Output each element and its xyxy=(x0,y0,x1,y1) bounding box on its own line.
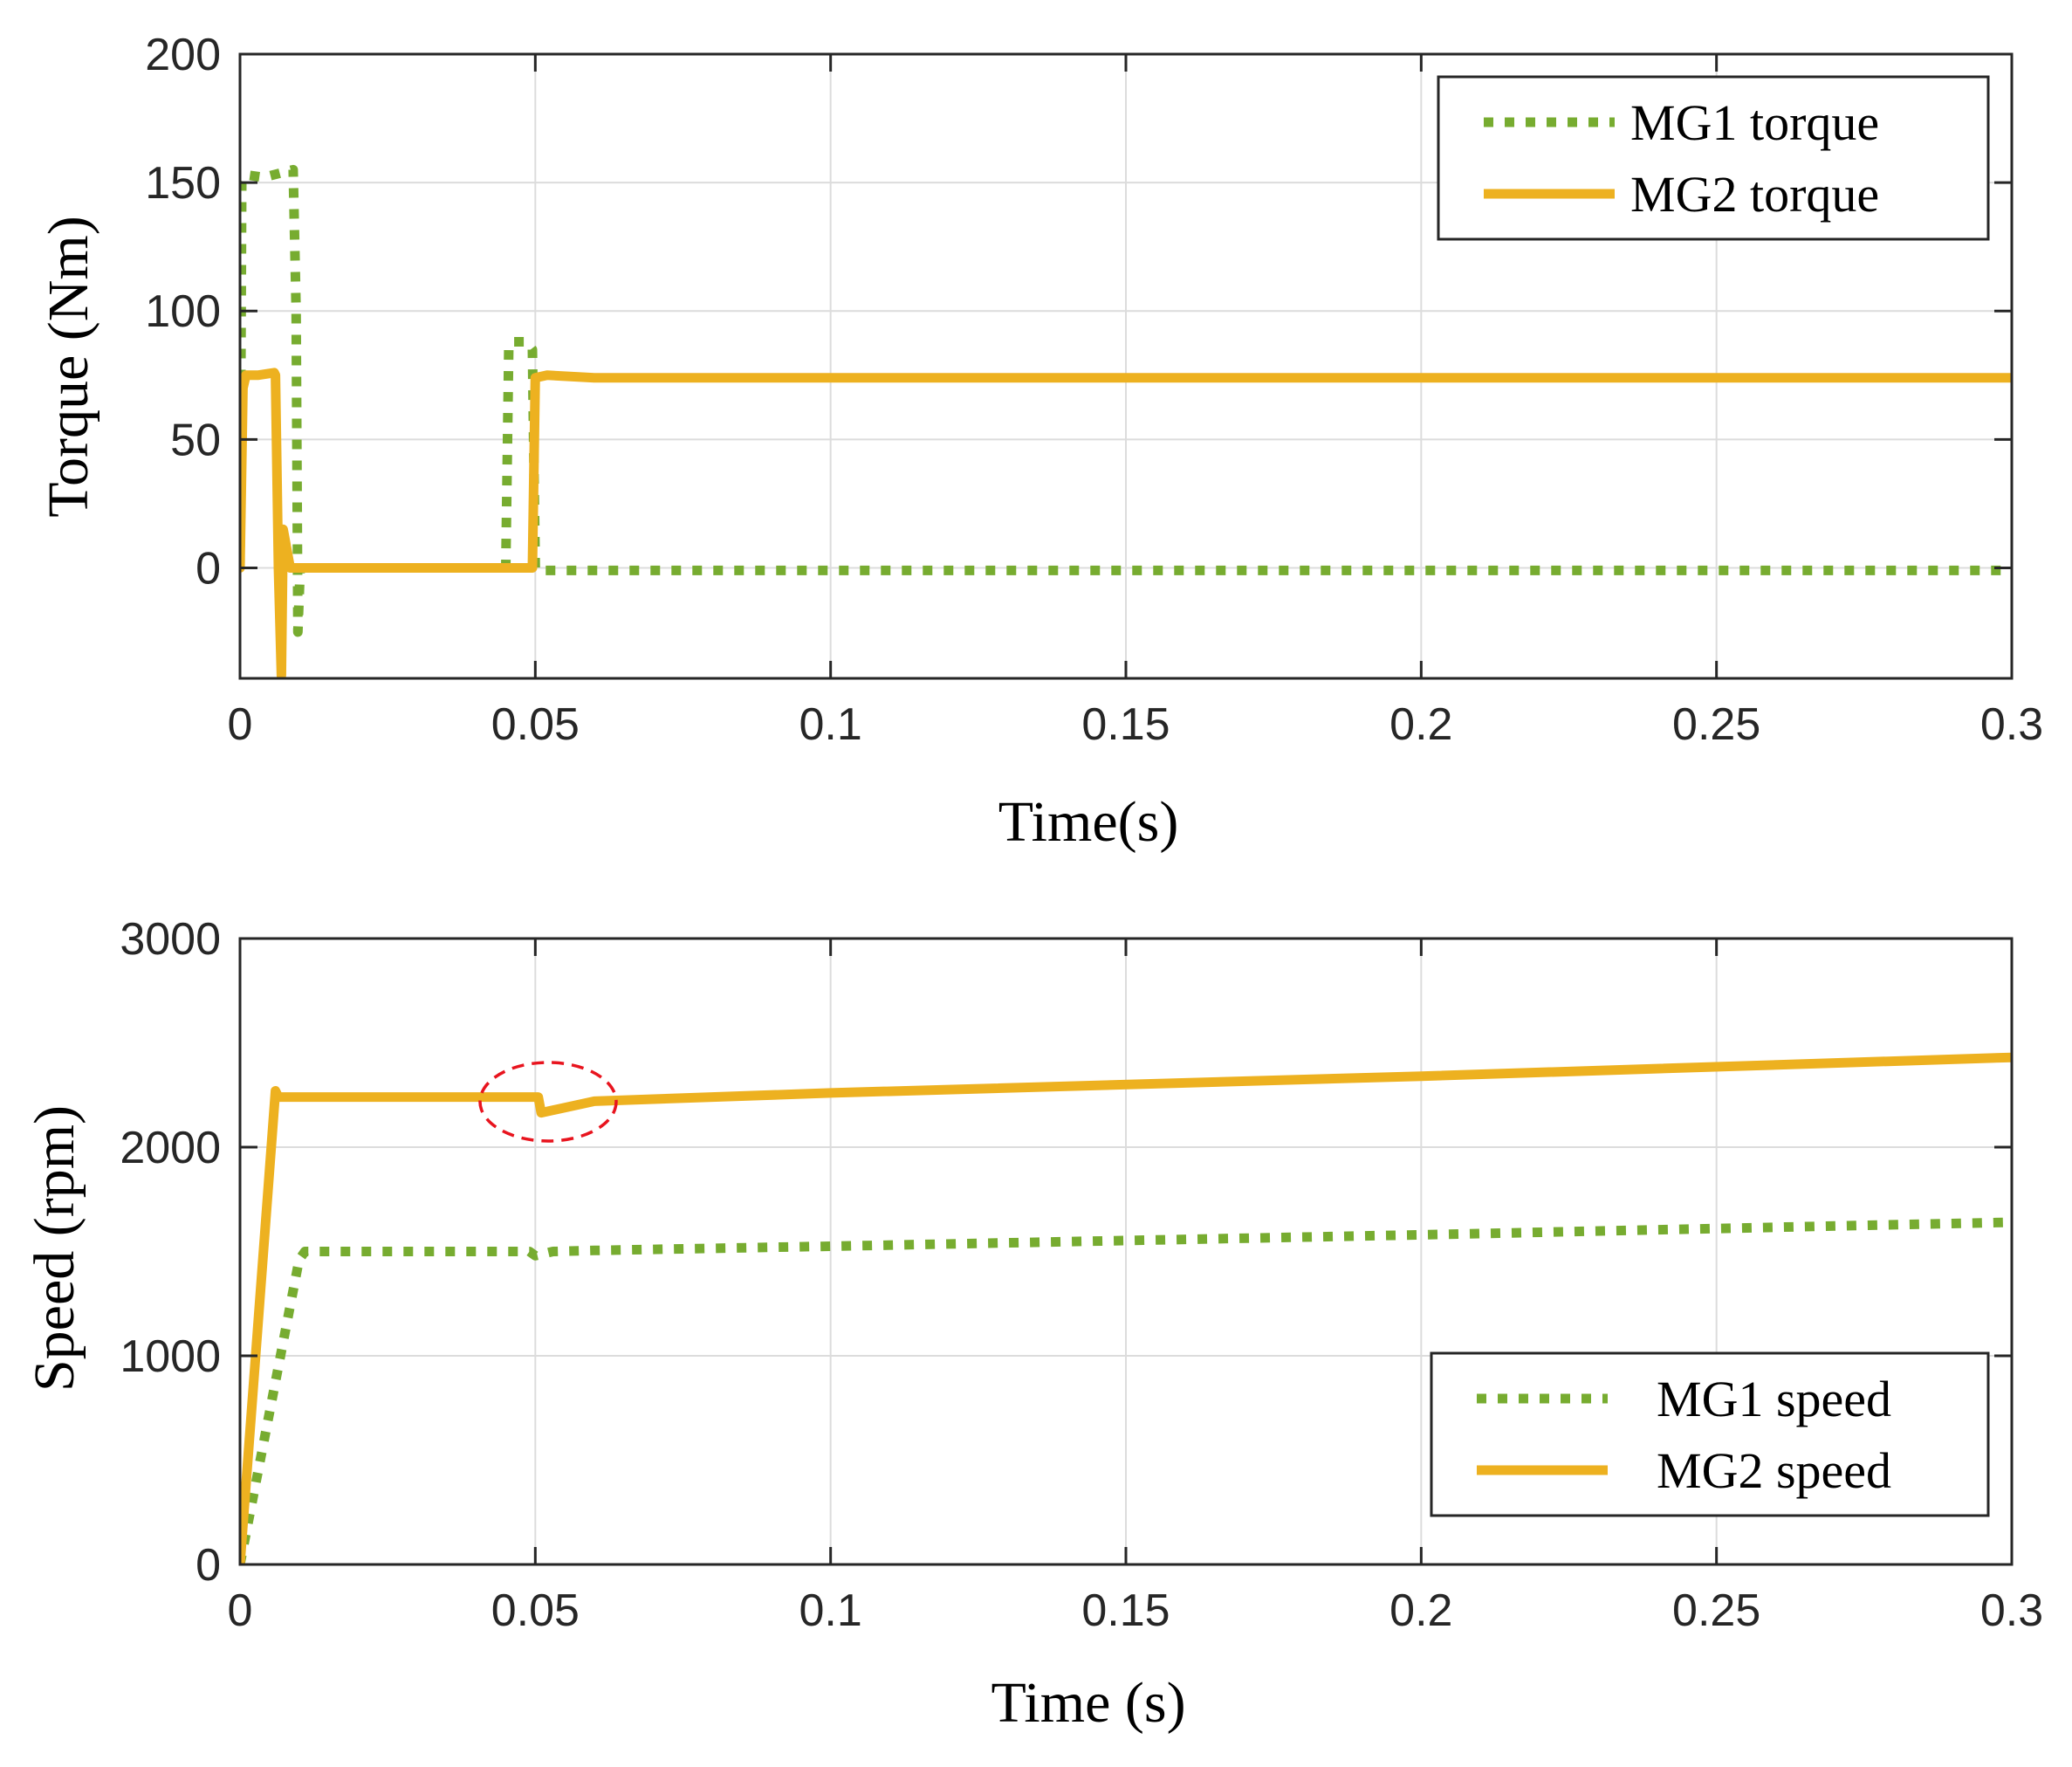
speed-legend-box xyxy=(1430,1351,1990,1517)
y-tick-label: 0 xyxy=(196,1540,221,1591)
torque-x-axis-label: Time(s) xyxy=(998,790,1179,854)
x-tick-label: 0.3 xyxy=(1980,1585,2043,1636)
x-tick-label: 0.3 xyxy=(1980,699,2043,750)
y-tick-label: 1000 xyxy=(120,1331,221,1382)
x-tick-label: 0.15 xyxy=(1081,699,1170,750)
x-tick-label: 0 xyxy=(228,1585,253,1636)
speed-x-axis-label: Time (s) xyxy=(991,1671,1185,1735)
torque-legend-box xyxy=(1437,75,1990,241)
speed-series xyxy=(240,1052,2012,1564)
y-tick-label: 150 xyxy=(145,158,221,209)
speed-plot: 0 0.05 0.1 0.15 0.2 0.25 0.3 0 1000 2000 3000 Time… xyxy=(23,914,2043,1735)
x-tick-label: 0.15 xyxy=(1081,1585,1170,1636)
series-mg2-torque xyxy=(240,368,2012,678)
torque-plot: 0 0.05 0.1 0.15 0.2 0.25 0.3 0 50 100 150 200 Time(… xyxy=(37,30,2043,854)
x-tick-label: 0.2 xyxy=(1389,699,1452,750)
legend-label-mg2-torque: MG2 torque xyxy=(1630,166,1879,223)
torque-ticks: 0 0.05 0.1 0.15 0.2 0.25 0.3 0 50 100 150 200 xyxy=(145,30,2043,750)
torque-y-axis-label: Torque (Nm) xyxy=(37,216,100,517)
torque-series xyxy=(240,164,2012,678)
x-tick-label: 0.25 xyxy=(1672,1585,1760,1636)
series-mg2-speed xyxy=(240,1052,2012,1564)
speed-ticks: 0 0.05 0.1 0.15 0.2 0.25 0.3 0 1000 2000 3000 xyxy=(120,914,2043,1636)
series-mg1-speed xyxy=(240,1217,2012,1564)
x-tick-label: 0.05 xyxy=(491,1585,580,1636)
y-tick-label: 50 xyxy=(170,415,221,465)
x-tick-label: 0.2 xyxy=(1389,1585,1452,1636)
y-tick-label: 3000 xyxy=(120,914,221,965)
speed-y-axis-label: Speed (rpm) xyxy=(23,1105,86,1392)
legend-label-mg2-speed: MG2 speed xyxy=(1657,1442,1891,1499)
y-tick-label: 2000 xyxy=(120,1123,221,1173)
speed-legend: MG1 speed MG2 speed xyxy=(1430,1351,1990,1517)
x-tick-label: 0.1 xyxy=(799,699,862,750)
legend-label-mg1-speed: MG1 speed xyxy=(1657,1371,1891,1427)
dip-highlight-ellipse xyxy=(478,1061,618,1143)
legend-label-mg1-torque: MG1 torque xyxy=(1630,94,1879,151)
x-tick-label: 0.1 xyxy=(799,1585,862,1636)
y-tick-label: 100 xyxy=(145,286,221,337)
y-tick-label: 0 xyxy=(196,543,221,594)
x-tick-label: 0.25 xyxy=(1672,699,1760,750)
x-tick-label: 0.05 xyxy=(491,699,580,750)
x-tick-label: 0 xyxy=(228,699,253,750)
torque-legend: MG1 torque MG2 torque xyxy=(1437,75,1990,241)
y-tick-label: 200 xyxy=(145,30,221,80)
